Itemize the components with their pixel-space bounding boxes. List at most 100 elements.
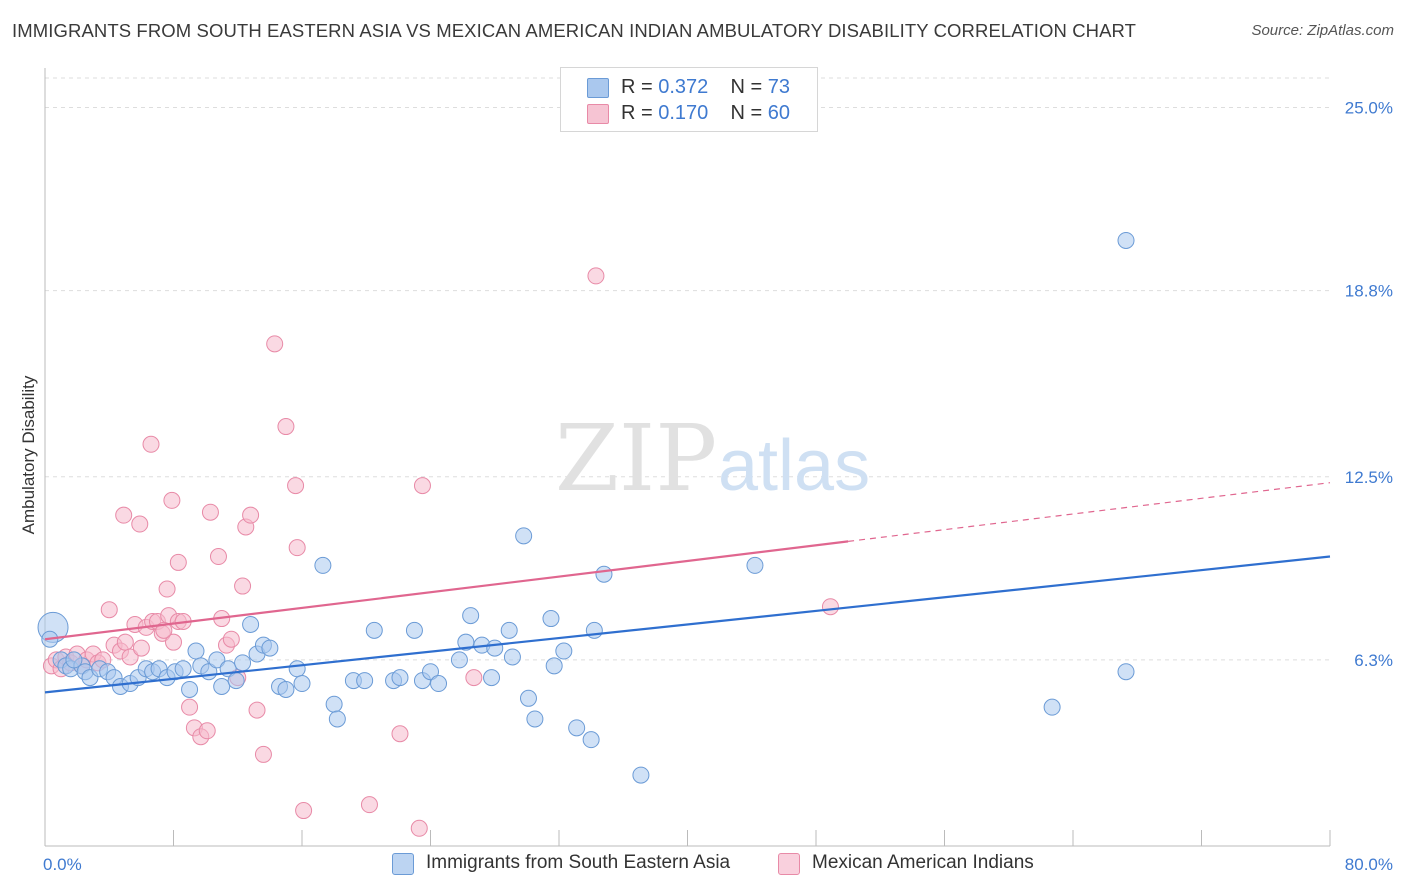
data-point — [545, 657, 563, 675]
data-point — [277, 680, 295, 698]
data-point — [115, 506, 133, 524]
data-point — [266, 335, 284, 353]
data-point — [288, 660, 306, 678]
data-point — [360, 796, 378, 814]
data-point — [132, 639, 150, 657]
legend-swatch-blue — [392, 853, 414, 875]
y-tick-labels: 6.3% 12.5% 18.8% 25.0% — [1345, 99, 1393, 670]
x-tick-label: 80.0% — [1345, 855, 1393, 874]
data-point — [450, 651, 468, 669]
data-point — [465, 669, 483, 687]
data-point — [174, 660, 192, 678]
legend-swatch-pink — [587, 104, 609, 124]
correlation-legend: R = 0.372 N = 73 R = 0.170 N = 60 — [560, 67, 818, 132]
legend-swatch-pink — [778, 853, 800, 875]
data-point — [142, 435, 160, 453]
data-point — [1117, 231, 1135, 249]
data-point — [254, 745, 272, 763]
legend-n-label: N = — [730, 76, 763, 98]
data-point — [261, 639, 279, 657]
legend-r-value: 0.170 — [658, 102, 709, 124]
legend-swatch-blue — [587, 78, 609, 98]
data-point — [430, 675, 448, 693]
data-point — [356, 672, 374, 690]
data-point — [587, 267, 605, 285]
data-point — [1043, 698, 1061, 716]
data-point — [821, 598, 839, 616]
data-point — [365, 621, 383, 639]
data-point — [568, 719, 586, 737]
data-point — [314, 556, 332, 574]
data-point — [213, 677, 231, 695]
data-point — [208, 651, 226, 669]
legend-n-value: 60 — [767, 102, 791, 124]
data-point — [242, 615, 260, 633]
data-point — [391, 669, 409, 687]
data-point — [209, 548, 227, 566]
data-point — [746, 556, 764, 574]
data-point — [405, 621, 423, 639]
data-point — [325, 695, 343, 713]
trend-line — [44, 540, 849, 641]
y-tick-label: 12.5% — [1345, 468, 1393, 487]
data-point — [515, 527, 533, 545]
legend-label: Immigrants from South Eastern Asia — [426, 852, 731, 873]
data-point — [413, 477, 431, 495]
data-point — [500, 621, 518, 639]
data-point — [295, 802, 313, 820]
data-point — [391, 725, 409, 743]
data-point — [201, 503, 219, 521]
data-point — [198, 722, 216, 740]
data-point — [542, 610, 560, 628]
data-point — [181, 698, 199, 716]
data-point — [131, 515, 149, 533]
data-point — [503, 648, 521, 666]
legend-r-label: R = — [621, 76, 653, 98]
data-point — [462, 607, 480, 625]
data-point — [248, 701, 266, 719]
data-point — [116, 633, 134, 651]
series-legend: Immigrants from South Eastern Asia Mexic… — [0, 851, 1406, 877]
watermark-zip: ZIP — [555, 405, 717, 512]
data-point — [187, 642, 205, 660]
data-point — [222, 630, 240, 648]
data-point — [227, 672, 245, 690]
y-tick-label: 18.8% — [1345, 282, 1393, 301]
data-point — [293, 675, 311, 693]
legend-r-value: 0.372 — [658, 76, 709, 98]
legend-r-label: R = — [621, 102, 653, 124]
x-tick-label: 0.0% — [43, 855, 82, 874]
data-point — [595, 565, 613, 583]
data-point — [483, 669, 501, 687]
data-point — [242, 506, 260, 524]
legend-label: Mexican American Indians — [812, 852, 1034, 873]
trend-line — [44, 555, 1331, 694]
legend-n-value: 73 — [767, 76, 791, 98]
source-attribution: Source: ZipAtlas.com — [1251, 22, 1394, 39]
y-tick-label: 25.0% — [1345, 99, 1393, 118]
data-point — [277, 418, 295, 436]
data-point — [582, 731, 600, 749]
watermark-atlas: atlas — [718, 426, 870, 506]
data-point — [121, 648, 139, 666]
data-point — [163, 491, 181, 509]
x-tick-labels: 0.0% 80.0% — [43, 855, 1393, 874]
trend-line-extension — [848, 482, 1331, 542]
y-tick-label: 6.3% — [1354, 651, 1393, 670]
data-point — [100, 601, 118, 619]
data-point — [1117, 663, 1135, 681]
data-point — [234, 654, 252, 672]
data-point — [288, 539, 306, 557]
trend-lines — [44, 482, 1331, 694]
series-mexican-american-indians — [42, 267, 839, 837]
watermark: ZIP atlas — [555, 405, 870, 512]
data-point — [165, 633, 182, 651]
axes — [44, 68, 1331, 847]
data-point — [155, 621, 173, 639]
data-point — [169, 553, 187, 571]
data-point — [181, 680, 199, 698]
grid-lines — [45, 77, 1330, 661]
data-point — [65, 651, 83, 669]
data-point — [422, 663, 439, 681]
data-point — [519, 689, 537, 707]
